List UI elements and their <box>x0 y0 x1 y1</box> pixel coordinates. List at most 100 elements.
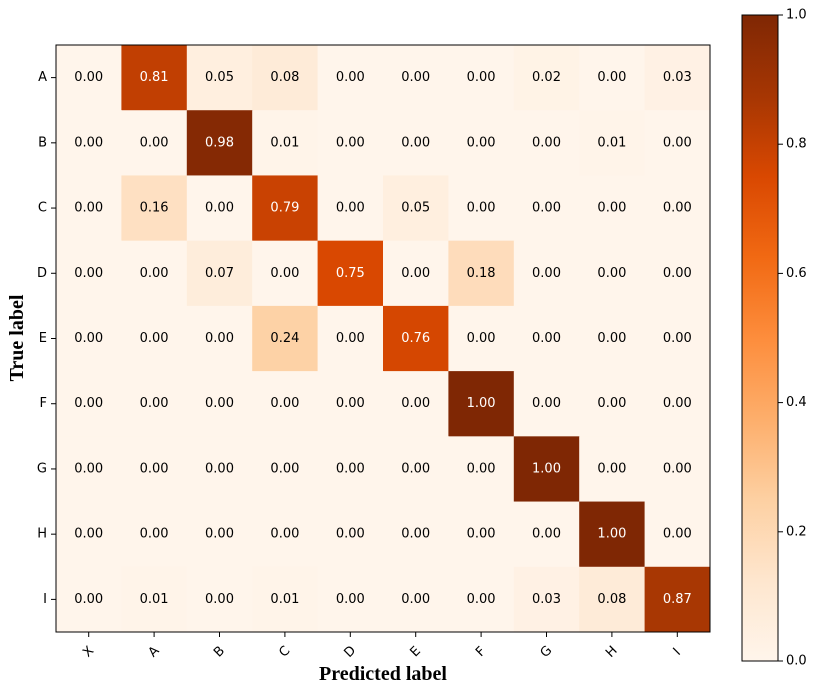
cell-value-label: 0.98 <box>205 135 234 150</box>
heatmap-cell <box>317 175 384 242</box>
cell-value-label: 0.00 <box>663 266 692 281</box>
cell-value-label: 0.01 <box>140 592 169 607</box>
cell-value-label: 0.08 <box>270 70 299 85</box>
heatmap-cell <box>644 436 711 503</box>
heatmap-cell <box>644 240 711 307</box>
heatmap-cell <box>252 305 319 372</box>
heatmap-cell <box>448 436 515 503</box>
heatmap-cell <box>252 436 319 503</box>
heatmap-cell <box>513 110 580 176</box>
cell-value-label: 0.00 <box>532 331 561 346</box>
heatmap-cell <box>448 175 515 242</box>
cell-value-label: 0.00 <box>140 331 169 346</box>
cell-value-label: 0.00 <box>205 592 234 607</box>
heatmap-cell <box>383 175 449 242</box>
heatmap-cell <box>644 45 711 111</box>
heatmap-cell <box>513 501 580 568</box>
heatmap-cell <box>56 566 122 633</box>
heatmap-cell <box>383 45 449 111</box>
heatmap-cell <box>513 175 580 242</box>
heatmap-cell <box>579 371 646 437</box>
heatmap-cell <box>317 110 384 176</box>
cell-value-label: 0.81 <box>140 70 169 85</box>
cell-value-label: 0.00 <box>74 266 103 281</box>
cell-value-label: 0.00 <box>401 461 430 476</box>
heatmap-cell <box>186 436 253 503</box>
cell-value-label: 0.00 <box>663 331 692 346</box>
cell-value-label: 0.00 <box>140 135 169 150</box>
heatmap-cell <box>56 240 122 307</box>
cell-value-label: 0.00 <box>401 592 430 607</box>
cell-value-label: 0.07 <box>205 266 234 281</box>
heatmap-cell <box>448 501 515 568</box>
heatmap-cell <box>186 305 253 372</box>
heatmap-cell <box>644 110 711 176</box>
cell-value-label: 0.00 <box>663 527 692 542</box>
cell-value-label: 0.00 <box>597 331 626 346</box>
y-tick-label: C <box>38 201 47 216</box>
heatmap-cell <box>513 305 580 372</box>
cell-value-label: 0.00 <box>467 201 496 216</box>
heatmap-cell <box>56 371 122 437</box>
x-tick-label: D <box>341 643 359 661</box>
heatmap-cell <box>121 175 188 242</box>
heatmap-cell <box>121 501 188 568</box>
cell-value-label: 0.24 <box>270 331 299 346</box>
y-tick-label: F <box>40 396 47 411</box>
heatmap-cell <box>579 501 646 568</box>
heatmap-cell <box>383 566 449 633</box>
cell-value-label: 0.00 <box>74 592 103 607</box>
heatmap-cell <box>56 305 122 372</box>
cell-value-label: 0.76 <box>401 331 430 346</box>
heatmap-cell <box>383 501 449 568</box>
cell-value-label: 0.00 <box>140 266 169 281</box>
heatmap-cell <box>513 240 580 307</box>
heatmap-cell <box>579 240 646 307</box>
heatmap-cell <box>317 436 384 503</box>
cell-value-label: 0.00 <box>74 135 103 150</box>
cell-value-label: 0.03 <box>663 70 692 85</box>
heatmap-cell <box>186 566 253 633</box>
heatmap-cell <box>579 175 646 242</box>
colorbar-tick-label: 1.0 <box>786 8 807 23</box>
x-tick-label: A <box>146 643 163 660</box>
cell-value-label: 0.00 <box>336 527 365 542</box>
cell-value-label: 0.03 <box>532 592 561 607</box>
cell-value-label: 0.00 <box>663 396 692 411</box>
cell-value-label: 0.00 <box>140 527 169 542</box>
heatmap-cell <box>186 110 253 176</box>
cell-value-label: 0.00 <box>74 331 103 346</box>
cell-value-label: 0.00 <box>205 396 234 411</box>
heatmap-cell <box>121 371 188 437</box>
cell-value-label: 0.00 <box>74 461 103 476</box>
colorbar-tick-label: 0.0 <box>786 654 807 669</box>
cell-value-label: 0.00 <box>663 135 692 150</box>
cell-value-label: 0.08 <box>597 592 626 607</box>
heatmap-cell <box>121 436 188 503</box>
x-tick-label: I <box>671 645 684 658</box>
heatmap-cell <box>186 175 253 242</box>
colorbar-tick-label: 0.4 <box>786 395 807 410</box>
cell-value-label: 0.00 <box>401 70 430 85</box>
cell-value-label: 0.75 <box>336 266 365 281</box>
cell-value-label: 0.00 <box>532 266 561 281</box>
heatmap-cell <box>317 566 384 633</box>
cell-value-label: 0.00 <box>336 201 365 216</box>
heatmap-cell <box>121 45 188 111</box>
heatmap-cell <box>513 566 580 633</box>
cell-value-label: 0.01 <box>597 135 626 150</box>
cell-value-label: 0.00 <box>270 527 299 542</box>
heatmap-cell <box>252 45 319 111</box>
cell-value-label: 0.00 <box>205 527 234 542</box>
heatmap-cell <box>448 305 515 372</box>
heatmap-cell <box>644 371 711 437</box>
y-tick-label: G <box>37 461 47 476</box>
cell-value-label: 0.00 <box>336 70 365 85</box>
y-tick-label: I <box>43 592 47 607</box>
cell-value-label: 0.00 <box>401 396 430 411</box>
heatmap-cell <box>121 110 188 176</box>
heatmap-cell <box>448 240 515 307</box>
cell-value-label: 0.01 <box>270 592 299 607</box>
heatmap-cell <box>186 501 253 568</box>
x-tick-label: B <box>211 644 228 661</box>
